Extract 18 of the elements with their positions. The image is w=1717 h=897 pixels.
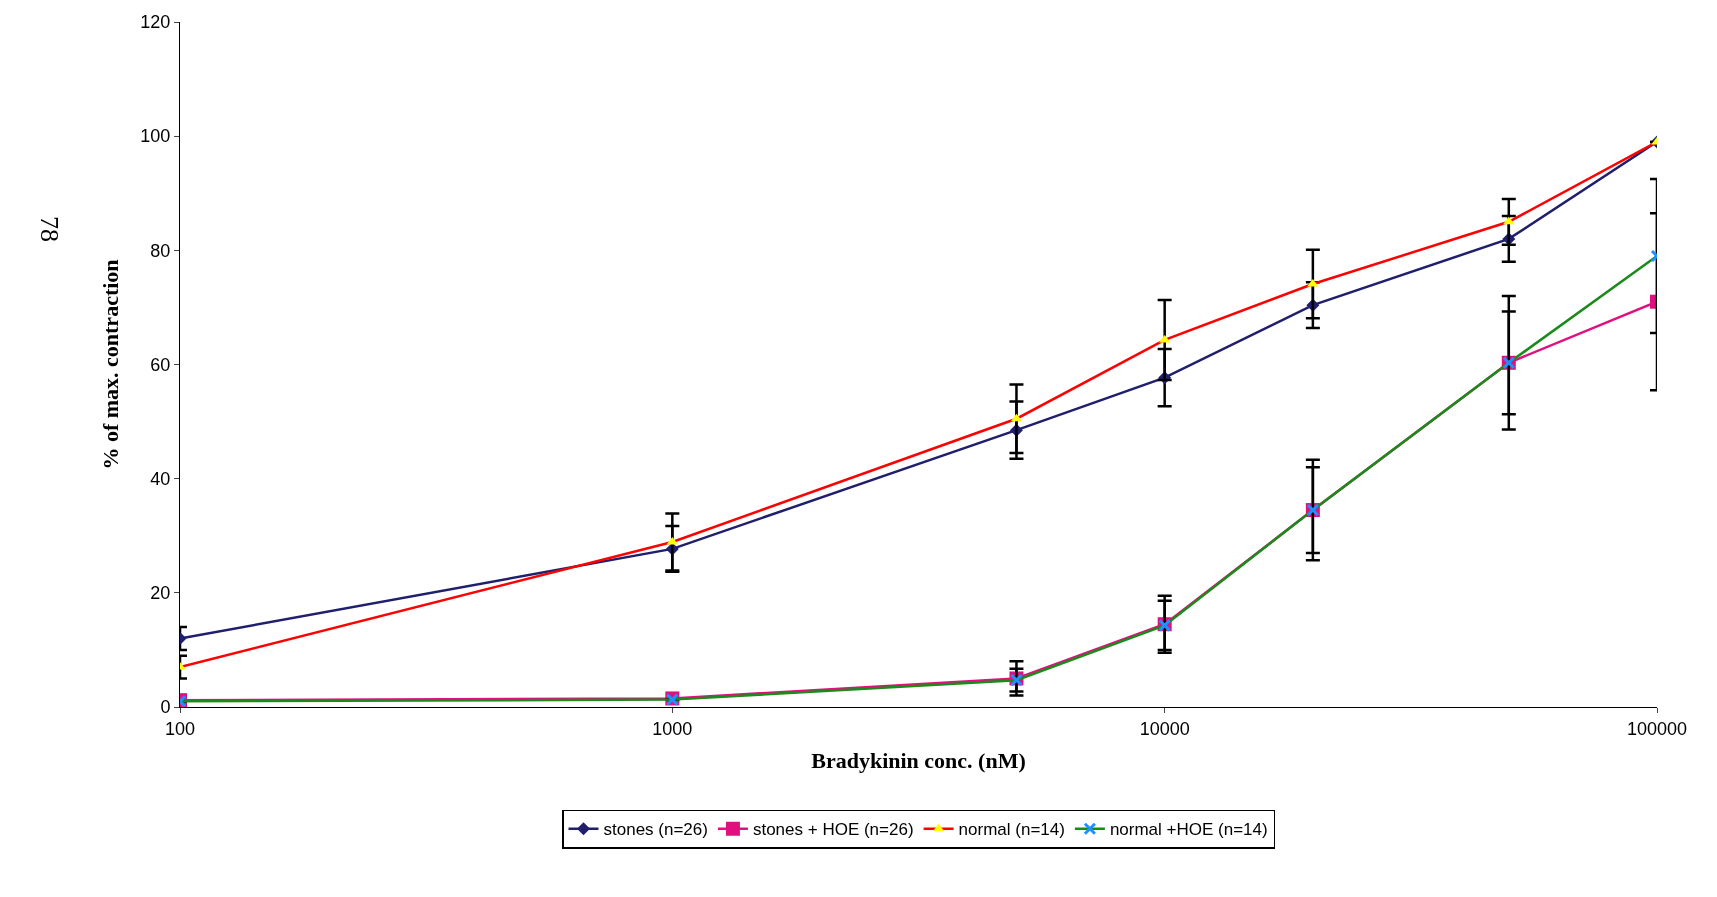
x-tick-label: 1000 [652,718,693,739]
y-tick-label: 80 [150,240,171,261]
x-tick-label: 10000 [1139,718,1190,739]
text: 78 [34,216,64,242]
x-tick-label: 100 [164,718,196,739]
y-axis-title: % of max. contraction [98,259,124,470]
y-tick-label: 0 [160,697,171,718]
x-axis-title: Bradykinin conc. (nM) [811,748,1026,774]
y-tick-label: 20 [150,583,171,604]
y-tick-label: 120 [140,12,171,33]
y-tick-label: 40 [150,468,171,489]
y-tick-label: 60 [150,354,171,375]
legend-label: stones (n=26) [603,820,708,840]
legend-label: stones + HOE (n=26) [752,820,914,840]
y-tick-label: 100 [140,126,171,147]
legend-label: normal (n=14) [958,820,1065,840]
x-tick-label: 100000 [1626,718,1688,739]
legend-label: normal +HOE (n=14) [1109,820,1268,840]
